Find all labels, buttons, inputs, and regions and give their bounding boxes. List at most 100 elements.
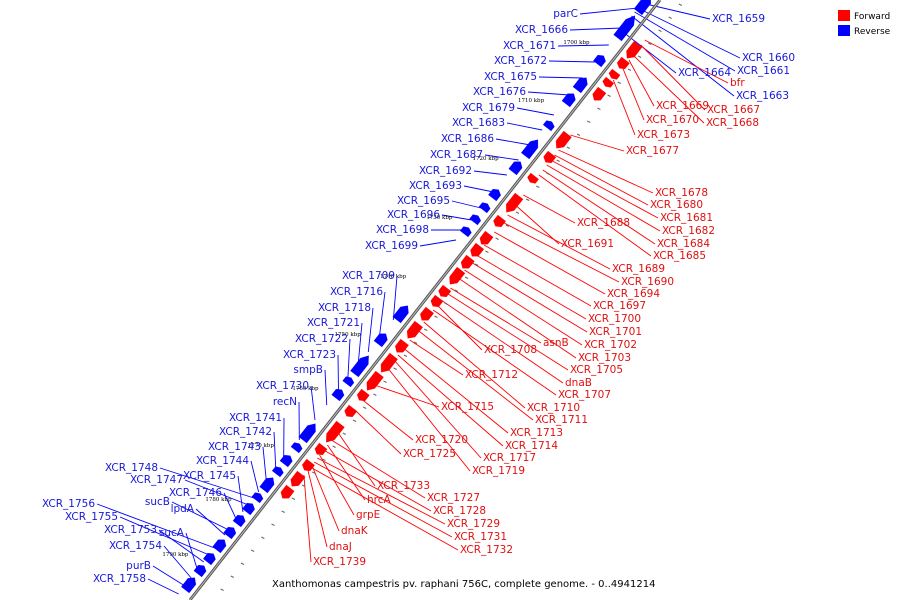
forward-gene-10	[493, 214, 506, 228]
reverse-gene-24	[242, 502, 255, 516]
connector-xcr_1715	[374, 384, 440, 408]
connector-xcr_1670	[622, 67, 645, 121]
connector-xcr_1695	[451, 200, 482, 209]
connector-xcr_1745	[237, 475, 244, 513]
gene-label-xcr_1755: XCR_1755	[65, 511, 118, 523]
gene-label-xcr_1716: XCR_1716	[330, 286, 383, 298]
connector-xcr_1689	[507, 214, 611, 270]
gene-label-xcr_1710: XCR_1710	[527, 402, 580, 414]
gene-label-xcr_1659: XCR_1659	[712, 13, 765, 25]
scale-notch	[597, 107, 601, 110]
scale-notch	[556, 159, 560, 162]
scale-notch	[291, 497, 296, 500]
gene-label-xcr_1713: XCR_1713	[510, 427, 563, 439]
gene-label-lpda: lpdA	[171, 503, 195, 515]
label-connectors	[96, 2, 741, 595]
connector-xcr_1694	[494, 231, 606, 295]
reverse-gene-21	[271, 466, 284, 478]
scale-notch	[678, 3, 683, 6]
connector-xcr_1679	[516, 107, 555, 116]
gene-label-xcr_1720: XCR_1720	[415, 434, 468, 446]
connector-xcr_1669	[628, 59, 655, 107]
connector-dnab	[440, 299, 564, 384]
connector-xcr_1676	[527, 91, 570, 96]
scale-notch	[607, 94, 611, 97]
gene-label-xcr_1702: XCR_1702	[584, 339, 637, 351]
connector-xcr_1742	[273, 431, 277, 471]
forward-gene-5	[592, 86, 607, 101]
forward-gene-12	[470, 242, 485, 257]
gene-label-xcr_1673: XCR_1673	[637, 129, 690, 141]
forward-gene-27	[290, 470, 306, 487]
connector-xcr_1719	[387, 367, 471, 472]
connector-sucb	[171, 501, 230, 531]
gene-label-xcr_1723: XCR_1723	[283, 349, 336, 361]
connector-xcr_1688	[523, 194, 576, 224]
tick-label: 1740 kbp	[380, 274, 407, 280]
reverse-gene-16	[342, 376, 355, 388]
reverse-gene-11	[469, 214, 482, 226]
connector-xcr_1754	[163, 545, 192, 579]
gene-label-xcr_1718: XCR_1718	[318, 302, 371, 314]
forward-gene-20	[380, 352, 398, 373]
scale-notch	[627, 68, 632, 71]
gene-label-xcr_1733: XCR_1733	[377, 480, 430, 492]
connector-xcr_1697	[483, 244, 592, 307]
scale-notch	[332, 445, 336, 448]
forward-gene-26	[302, 458, 315, 472]
gene-label-xcr_1744: XCR_1744	[196, 455, 249, 467]
connector-xcr_1744	[250, 460, 260, 493]
gene-label-xcr_1694: XCR_1694	[607, 288, 660, 300]
forward-gene-4	[602, 76, 615, 88]
connector-xcr_1723	[337, 354, 339, 391]
connector-xcr_1663	[631, 15, 735, 97]
scale-notch	[617, 81, 621, 84]
forward-gene-28	[280, 484, 295, 499]
reverse-gene-9	[488, 188, 501, 202]
gene-label-dnak: dnaK	[341, 525, 369, 537]
gene-label-xcr_1660: XCR_1660	[742, 52, 795, 64]
scale-notch	[240, 562, 245, 565]
gene-label-xcr_1739: XCR_1739	[313, 556, 366, 568]
gene-label-xcr_1728: XCR_1728	[433, 505, 486, 517]
scale-notch	[312, 471, 316, 474]
gene-label-suca: sucA	[159, 527, 185, 539]
reverse-gene-25	[232, 514, 246, 528]
connector-xcr_1684	[542, 169, 656, 245]
gene-labels: XCR_1659 parC XCR_1666 XCR_1671 XCR_1672 XCR_…	[42, 8, 795, 585]
forward-gene-23	[344, 404, 358, 418]
gene-label-xcr_1680: XCR_1680	[650, 199, 703, 211]
scale-notch	[301, 484, 306, 487]
gene-label-xcr_1747: XCR_1747	[130, 474, 183, 486]
gene-label-sucb: sucB	[145, 496, 170, 508]
connector-xcr_1711	[417, 329, 534, 421]
connector-xcr_1709	[392, 275, 398, 321]
reverse-gene-1	[633, 0, 651, 16]
gene-label-xcr_1758: XCR_1758	[93, 573, 146, 585]
connector-xcr_1701	[470, 261, 588, 333]
connector-bfr	[644, 39, 729, 84]
connector-xcr_1739	[303, 474, 312, 563]
scale-notch	[648, 42, 652, 45]
legend-forward-label: Forward	[854, 12, 890, 22]
reverse-gene-23	[251, 492, 264, 504]
legend-reverse-label: Reverse	[854, 27, 891, 37]
gene-label-smpb: smpB	[293, 364, 323, 376]
connector-xcr_1720	[362, 399, 414, 441]
reverse-gene-29	[193, 564, 207, 578]
gene-label-xcr_1671: XCR_1671	[503, 40, 556, 52]
gene-label-xcr_1684: XCR_1684	[657, 238, 710, 250]
scale-notch	[413, 341, 418, 344]
connector-dnak	[311, 464, 340, 532]
connector-xcr_1714	[397, 354, 504, 447]
connector-xcr_1756	[96, 503, 215, 549]
connector-xcr_1722	[347, 338, 351, 379]
scale-notch	[383, 380, 387, 383]
connector-xcr_1721	[357, 322, 363, 366]
connector-xcr_1678	[558, 149, 654, 194]
gene-label-grpe: grpE	[356, 509, 380, 521]
gene-label-xcr_1675: XCR_1675	[484, 71, 537, 83]
connector-xcr_1666	[569, 27, 623, 31]
gene-label-xcr_1678: XCR_1678	[655, 187, 708, 199]
gene-label-purb: purB	[126, 560, 151, 572]
